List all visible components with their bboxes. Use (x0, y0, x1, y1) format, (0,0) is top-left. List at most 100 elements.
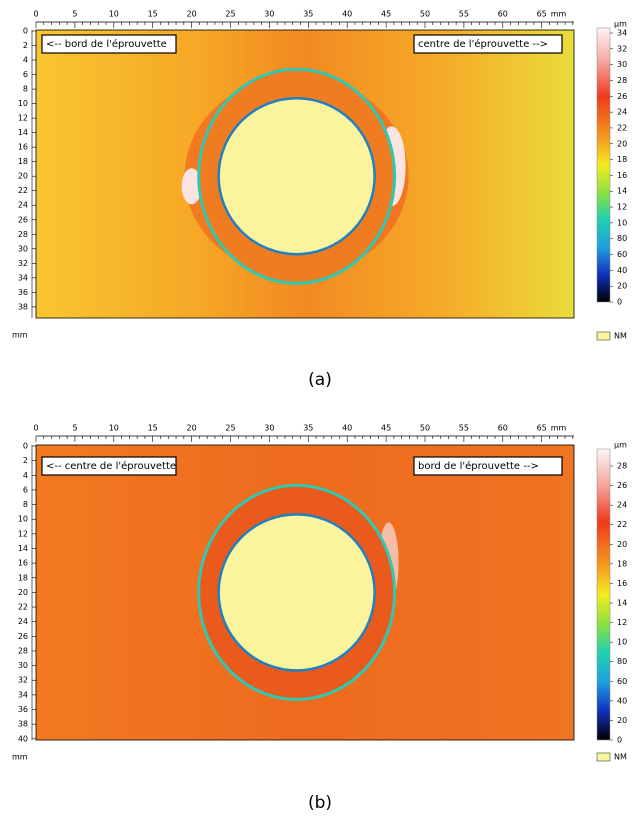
colorbar-label: 80 (617, 657, 627, 666)
colorbar-unit: µm (614, 20, 627, 29)
colorbar-label: 80 (617, 234, 627, 243)
y-tick-label: 40 (18, 734, 28, 743)
y-tick-label: 30 (18, 661, 28, 670)
x-tick-label: 15 (148, 10, 158, 19)
y-tick-label: 16 (18, 559, 28, 568)
x-tick-label: 0 (33, 10, 38, 19)
colorbar-label: 34 (617, 29, 627, 38)
y-tick-label: 10 (18, 99, 28, 108)
panel: 0 5 10 15 20 25 30 35 40 45 50 55 60 65 mm024681012141… (12, 10, 627, 391)
label-box (41, 456, 177, 476)
y-tick-label: 12 (18, 529, 28, 538)
colorbar-label: 40 (617, 696, 627, 705)
colorbar-label: 60 (617, 250, 627, 259)
x-tick-label: 55 (459, 424, 469, 433)
colorbar-label: 24 (617, 501, 627, 510)
colorbar-label: 18 (617, 155, 627, 164)
y-tick-label: 18 (18, 157, 28, 166)
colorbar-label: 12 (617, 203, 627, 212)
y-tick-label: 12 (18, 114, 28, 123)
y-tick-label: 26 (18, 632, 28, 641)
y-tick-label: 2 (23, 41, 28, 50)
colorbar-label: 10 (617, 638, 627, 647)
colorbar-label: 22 (617, 520, 627, 529)
y-tick-label: 0 (23, 27, 28, 36)
colorbar-label: 20 (617, 139, 627, 148)
y-tick-label: 18 (18, 573, 28, 582)
annotation: centre de l'éprouvette --> (418, 38, 548, 50)
x-tick-label: 60 (498, 10, 508, 19)
x-tick-label: 65 (537, 424, 547, 433)
y-tick-label: 38 (18, 302, 28, 311)
colorbar-label: 0 (617, 298, 622, 307)
nm-label: NM (614, 753, 627, 762)
y-tick-label: 16 (18, 143, 28, 152)
halo-white (181, 168, 202, 205)
y-tick-label: 36 (18, 288, 28, 297)
y-tick-label: 34 (18, 690, 28, 699)
x-tick-label: 20 (187, 10, 197, 19)
y-tick-label: 14 (18, 544, 28, 553)
colorbar-label: 28 (617, 76, 627, 85)
y-tick-label: 30 (18, 244, 28, 253)
y-tick-label: 6 (23, 485, 28, 494)
colorbar-label: 14 (617, 187, 627, 196)
label-box (413, 34, 563, 54)
colorbar-label: 40 (617, 266, 627, 275)
x-unit: mm (551, 10, 567, 19)
annotation: bord de l'éprouvette --> (418, 460, 539, 472)
y-tick-label: 32 (18, 676, 28, 685)
x-tick-label: 35 (303, 424, 313, 433)
colorbar-label: 28 (617, 462, 627, 471)
x-tick-label: 30 (264, 424, 274, 433)
y-tick-label: 38 (18, 720, 28, 729)
label-box (41, 34, 177, 54)
y-tick-label: 4 (23, 56, 28, 65)
y-tick-label: 0 (23, 442, 28, 451)
x-tick-label: 55 (459, 10, 469, 19)
y-tick-label: 32 (18, 259, 28, 268)
y-tick-label: 28 (18, 230, 28, 239)
colorbar-label: 22 (617, 123, 627, 132)
caption: (b) (308, 793, 332, 813)
y-tick-label: 36 (18, 705, 28, 714)
x-tick-label: 25 (225, 10, 235, 19)
y-tick-label: 22 (18, 186, 28, 195)
colorbar-label: 32 (617, 44, 627, 53)
x-tick-label: 40 (342, 424, 352, 433)
y-tick-label: 22 (18, 603, 28, 612)
y-tick-label: 24 (18, 617, 28, 626)
colorbar-label: 12 (617, 618, 627, 627)
x-tick-label: 45 (381, 424, 391, 433)
y-tick-label: 10 (18, 515, 28, 524)
nm-label: NM (614, 332, 627, 341)
x-tick-label: 15 (148, 424, 158, 433)
colorbar-label: 16 (617, 171, 627, 180)
x-tick-label: 60 (498, 424, 508, 433)
y-unit: mm (12, 753, 28, 762)
colorbar-label: 26 (617, 92, 627, 101)
y-tick-label: 26 (18, 215, 28, 224)
y-tick-label: 8 (23, 85, 28, 94)
colorbar-unit: µm (614, 441, 627, 450)
y-tick-label: 8 (23, 500, 28, 509)
x-tick-label: 35 (303, 10, 313, 19)
colorbar (596, 27, 611, 303)
x-tick-label: 5 (72, 424, 77, 433)
colorbar-label: 0 (617, 736, 622, 745)
label-box (413, 456, 563, 476)
colorbar-label: 16 (617, 579, 627, 588)
y-tick-label: 4 (23, 471, 28, 480)
frame (35, 29, 575, 319)
x-tick-label: 20 (187, 424, 197, 433)
colorbar-label: 60 (617, 677, 627, 686)
x-tick-label: 10 (109, 10, 119, 19)
y-tick-label: 2 (23, 456, 28, 465)
colorbar-label: 14 (617, 599, 627, 608)
colorbar-label: 30 (617, 60, 627, 69)
nm-swatch (596, 752, 611, 762)
caption: (a) (308, 370, 332, 390)
x-tick-label: 50 (420, 424, 430, 433)
